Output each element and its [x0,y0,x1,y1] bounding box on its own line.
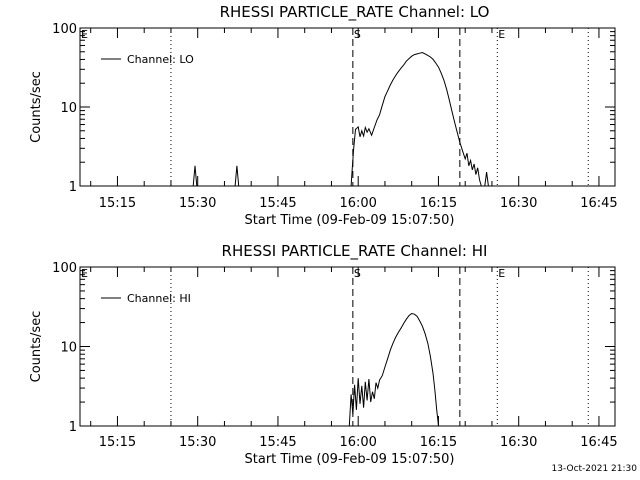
marker-label-s: S [354,28,361,41]
x-tick-label: 15:45 [259,196,296,211]
x-tick-label: 16:30 [500,435,537,450]
x-tick-label: 16:15 [420,435,457,450]
y-tick-label: 1 [69,420,77,435]
chart-title: RHESSI PARTICLE_RATE Channel: LO [220,3,490,22]
chart-panel-hi: RHESSI PARTICLE_RATE Channel: HI Counts/s… [29,242,618,467]
x-axis-label: Start Time (09-Feb-09 15:07:50) [245,213,455,228]
x-tick-label: 15:30 [179,435,216,450]
x-tick-label: 16:45 [580,435,617,450]
series-line-lo [192,165,198,187]
x-tick-label: 16:00 [339,435,376,450]
marker-label-e: E [498,28,505,41]
x-tick-label: 16:00 [339,196,376,211]
y-tick-label: 10 [60,341,77,356]
x-axis-label: Start Time (09-Feb-09 15:07:50) [245,452,455,467]
x-tick-label: 16:45 [580,196,617,211]
x-tick-label: 15:30 [179,196,216,211]
marker-label-s: S [354,267,361,280]
series-line-lo [350,51,482,187]
plot-frame [79,27,616,187]
legend-label: Channel: HI [127,292,191,305]
x-tick-label: 15:45 [259,435,296,450]
marker-label-e: E [81,267,88,280]
series-line-lo [484,172,489,187]
y-tick-label: 100 [52,22,77,37]
plot-frame [79,266,616,427]
x-tick-label: 15:15 [99,196,136,211]
y-tick-label: 1 [69,180,77,195]
y-tick-label: 100 [52,261,77,276]
x-tick-label: 16:15 [420,196,457,211]
series-line-lo [234,165,240,187]
y-tick-label: 10 [60,101,77,116]
print-timestamp: 13-Oct-2021 21:30 [551,464,637,474]
chart-panel-lo: RHESSI PARTICLE_RATE Channel: LO Counts/s… [29,3,618,228]
series-line-hi [348,312,439,427]
marker-label-e: E [81,28,88,41]
x-tick-label: 16:30 [500,196,537,211]
chart-title: RHESSI PARTICLE_RATE Channel: HI [222,242,488,261]
x-tick-label: 15:15 [99,435,136,450]
marker-label-e: E [498,267,505,280]
y-axis-label: Counts/sec [29,311,44,383]
y-axis-label: Counts/sec [29,71,44,143]
legend-label: Channel: LO [127,53,194,66]
